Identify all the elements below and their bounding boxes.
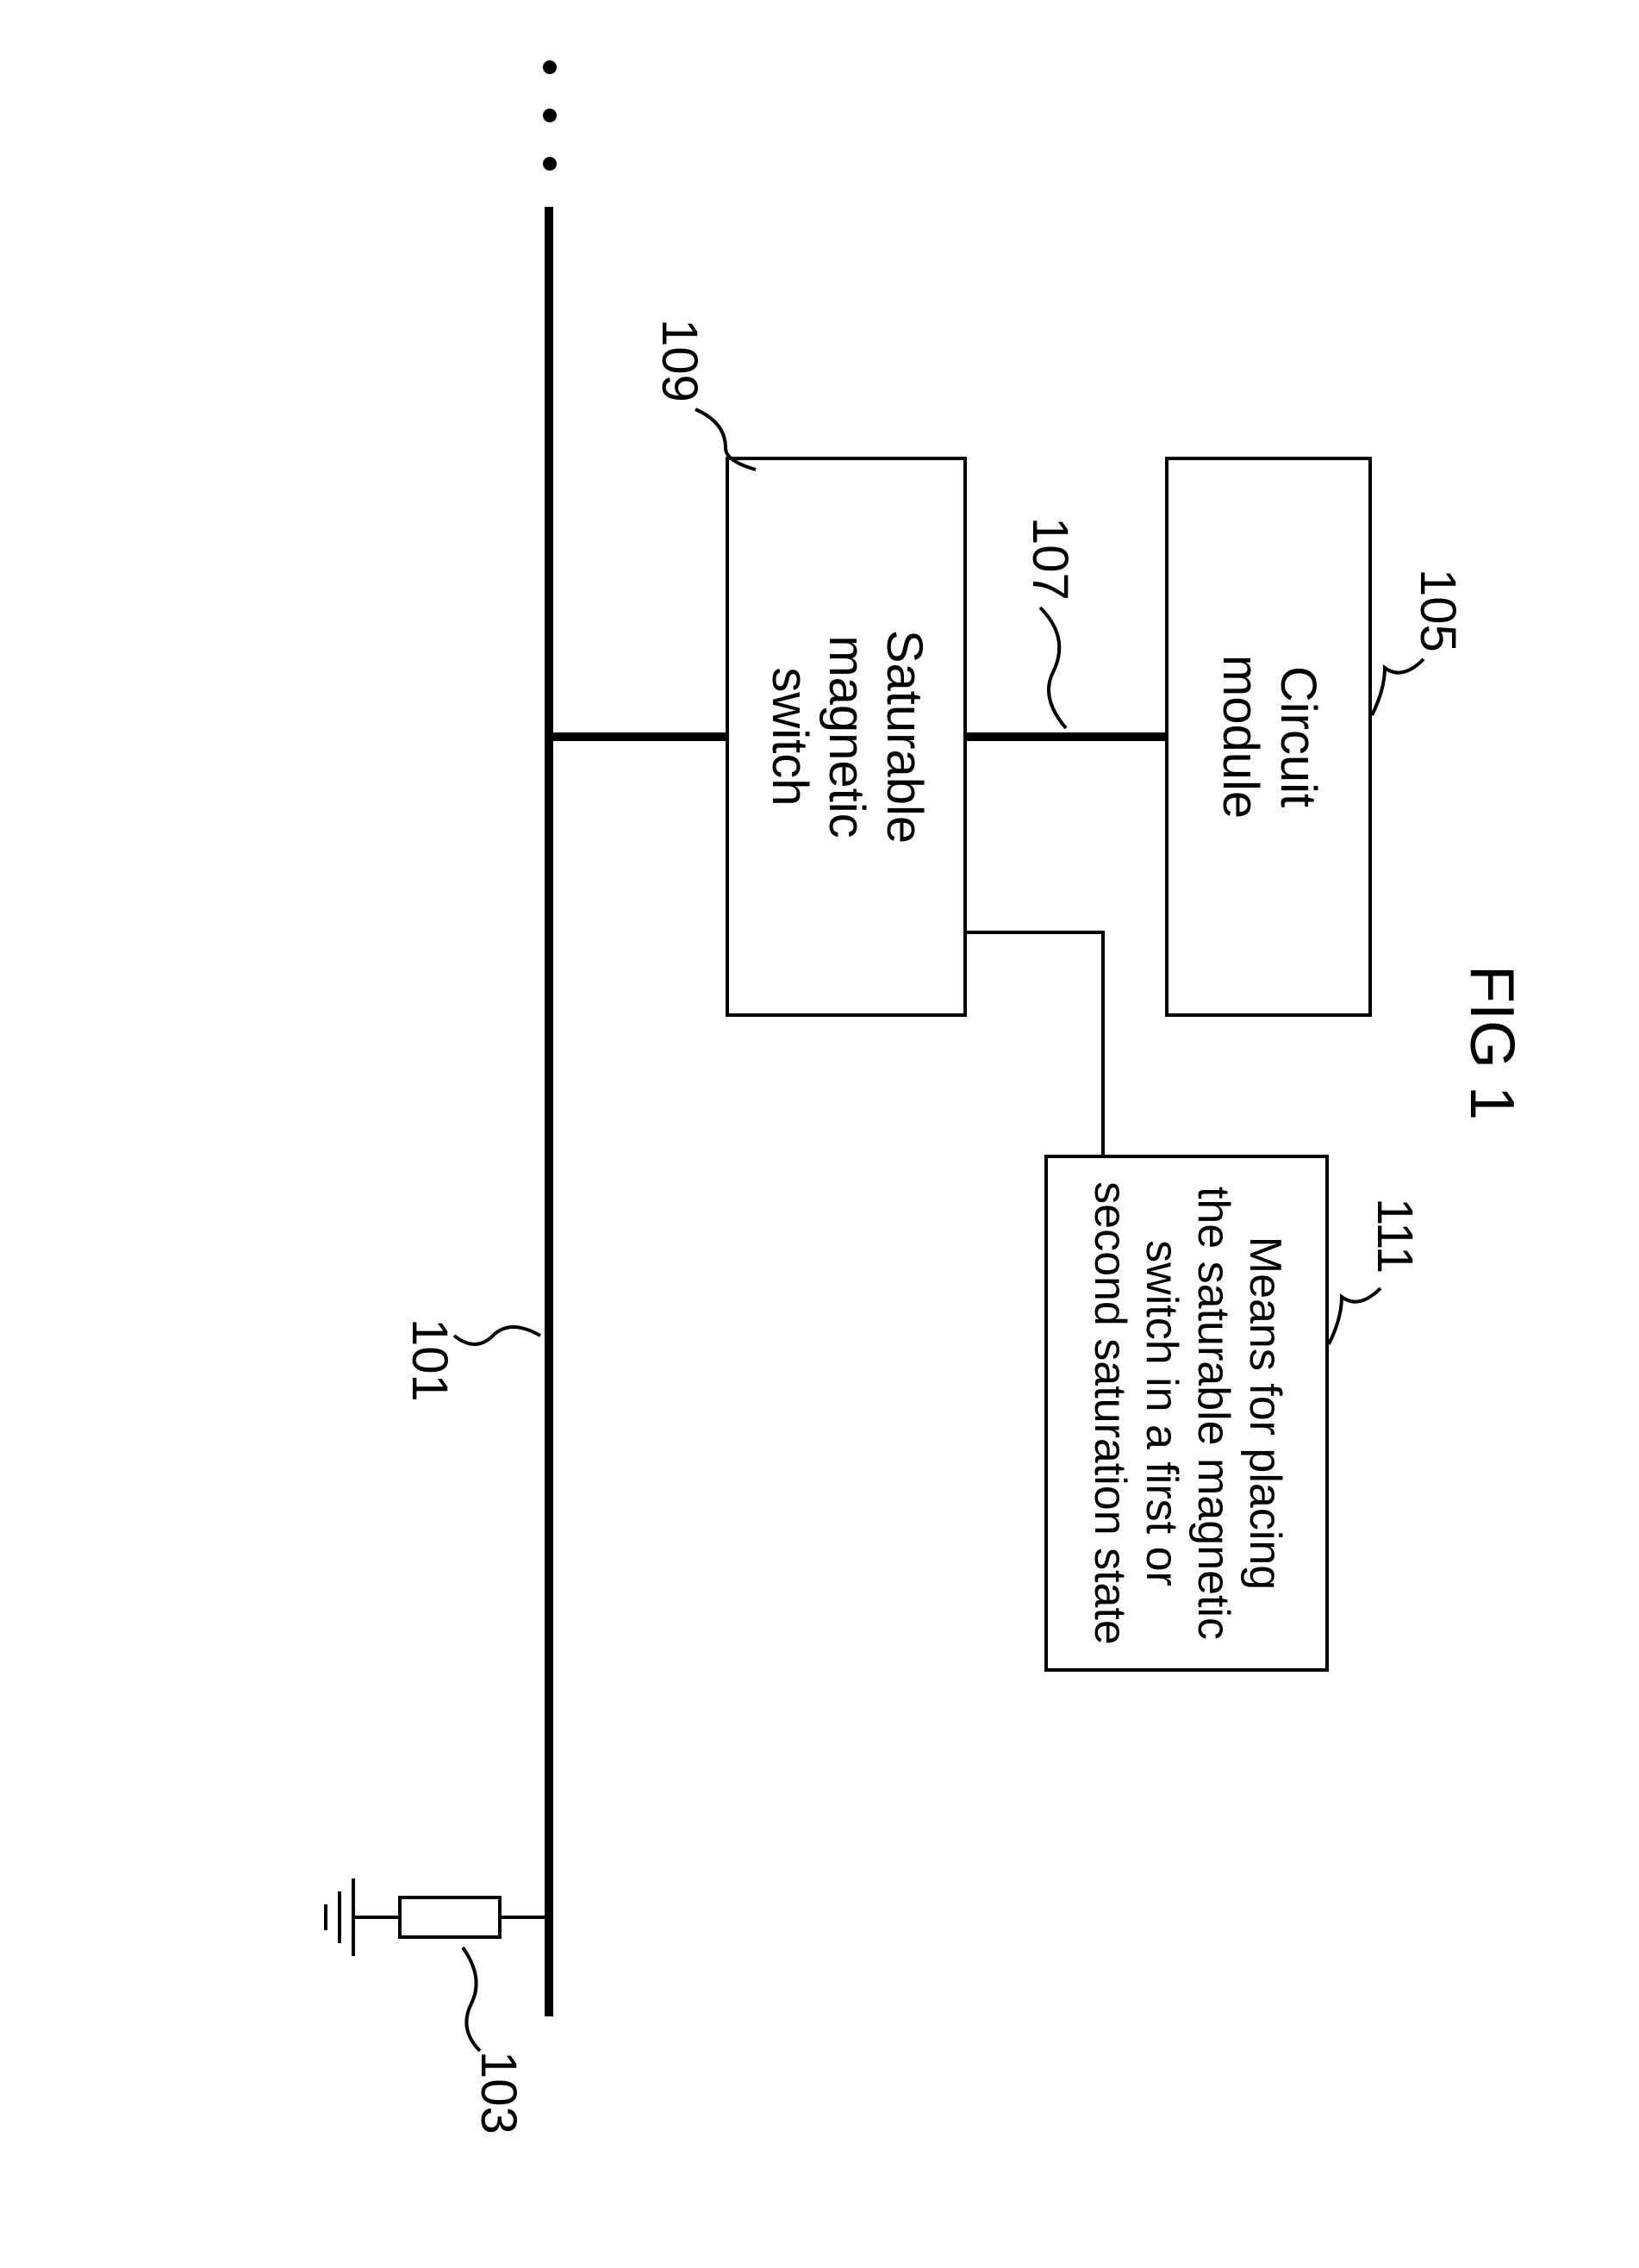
ref-105: 105 [1409, 569, 1467, 652]
dot [543, 157, 557, 171]
means-vertical-line [967, 931, 1105, 934]
figure-title: FIG 1 [1456, 965, 1527, 1120]
diagram-container: FIG 1 Circuit module 105 107 Saturable m… [0, 0, 1639, 1639]
ref-103: 103 [470, 2051, 527, 2134]
means-horizontal-line [1101, 931, 1105, 1158]
ref-107: 107 [1021, 517, 1079, 601]
ref-105-curve [1368, 655, 1428, 724]
means-block-label: Means for placing the saturable magnetic… [1083, 1181, 1289, 1645]
ground-symbol [312, 1879, 355, 1956]
means-block: Means for placing the saturable magnetic… [1044, 1155, 1329, 1672]
ref-107-curve [1036, 603, 1087, 732]
switch-to-bus-line [549, 732, 726, 741]
resistor-symbol [398, 1896, 502, 1939]
ref-109: 109 [651, 319, 708, 402]
saturable-switch-block: Saturable magnetic switch [726, 457, 967, 1017]
ref-109-curve [691, 405, 760, 474]
dot [543, 60, 557, 74]
continuation-dots [543, 60, 557, 171]
dot [543, 109, 557, 122]
resistor-bottom-line [355, 1916, 398, 1919]
resistor-top-line [502, 1916, 545, 1919]
circuit-module-block: Circuit module [1165, 457, 1372, 1017]
ref-101-curve [450, 1310, 545, 1361]
bus-line [545, 207, 553, 2016]
ref-103-curve [454, 1943, 489, 2055]
ref-111: 111 [1366, 1198, 1424, 1274]
connection-107 [967, 732, 1165, 741]
ref-111-curve [1324, 1284, 1385, 1353]
circuit-module-label: Circuit module [1211, 655, 1325, 819]
saturable-switch-label: Saturable magnetic switch [760, 630, 932, 844]
